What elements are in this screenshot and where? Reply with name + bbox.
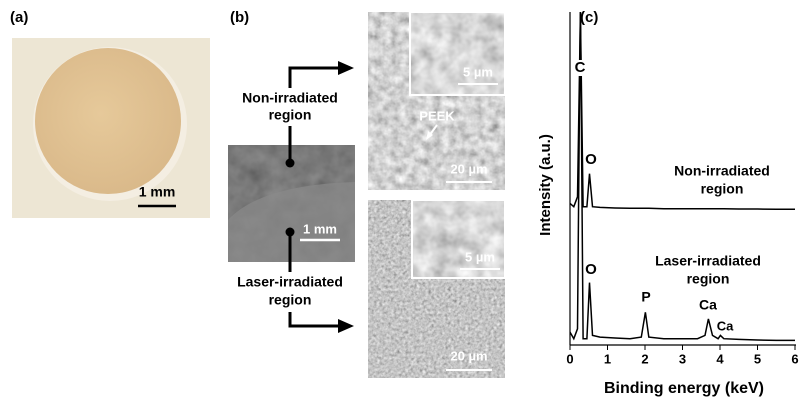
- x-tick-label: 4: [716, 351, 724, 366]
- sem-lower-inset: [412, 200, 505, 278]
- peak-label: O: [585, 261, 597, 278]
- dot: [286, 159, 295, 168]
- x-tick-label: 3: [679, 351, 686, 366]
- arrow-head: [338, 319, 354, 333]
- x-tick-label: 6: [791, 351, 798, 366]
- scale-label: 20 µm: [450, 161, 487, 176]
- series-label: Non-irradiated: [674, 163, 770, 179]
- panel-label: (c): [580, 9, 598, 26]
- series-label: region: [687, 271, 730, 287]
- scale-label: 5 µm: [465, 249, 495, 264]
- x-axis-title: Binding energy (keV): [604, 380, 764, 397]
- peak-label: C: [575, 59, 586, 76]
- region-label: Laser-irradiated: [237, 274, 343, 290]
- arrow-head: [338, 61, 354, 75]
- plot: Non-irradiated region Laser-irradiated regi…: [570, 12, 795, 340]
- disc: [35, 48, 181, 194]
- annotation: PEEK: [419, 108, 455, 123]
- y-axis-title: Intensity (a.u.): [537, 134, 554, 236]
- panel-label: (a): [10, 9, 28, 26]
- x-tick-label: 0: [566, 351, 573, 366]
- x-tick-label: 1: [604, 351, 611, 366]
- region-label: Non-irradiated: [242, 90, 338, 106]
- region-label: region: [269, 292, 312, 308]
- peak-label: Ca: [699, 297, 717, 313]
- panel-label: (b): [230, 9, 249, 26]
- region-label: region: [269, 107, 312, 123]
- scale-label: 1 mm: [303, 221, 337, 236]
- dot: [286, 228, 295, 237]
- scale-label: 20 µm: [450, 348, 487, 363]
- sem-upper-inset: [410, 12, 505, 95]
- scale-label: 1 mm: [139, 184, 176, 200]
- scale-label: 5 µm: [463, 64, 493, 79]
- x-tick-label: 2: [641, 351, 648, 366]
- series-label: region: [701, 181, 744, 197]
- spectrum: [570, 12, 795, 209]
- x-tick-label: 5: [754, 351, 761, 366]
- figure: (a) 1 mm (b) 1 mm Non-irradiated region …: [0, 0, 800, 400]
- peak-label: P: [641, 289, 650, 305]
- series-label: Laser-irradiated: [655, 253, 761, 269]
- peak-label: Ca: [717, 318, 734, 333]
- peak-label: O: [585, 151, 597, 168]
